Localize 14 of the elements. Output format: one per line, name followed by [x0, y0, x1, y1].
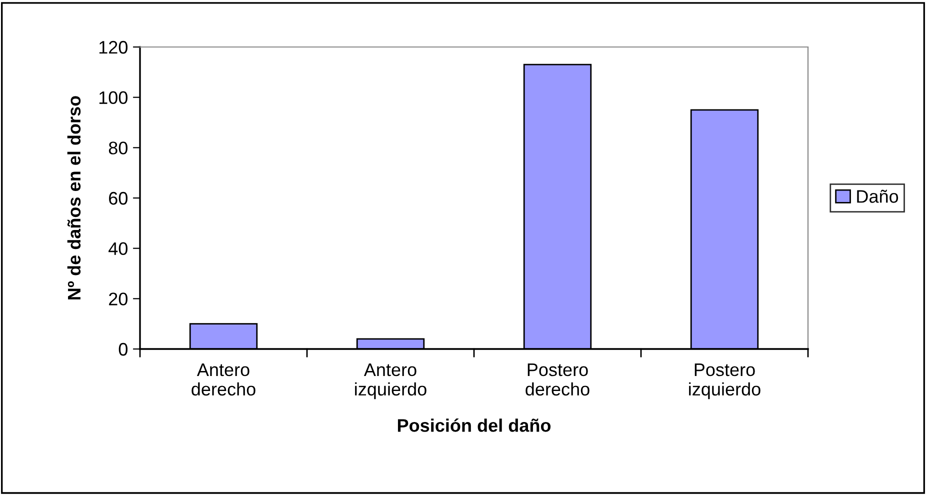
- y-tick-label: 0: [118, 342, 128, 356]
- y-tick-label: 60: [109, 192, 128, 205]
- y-axis-title: Nº de daños en el dorso: [67, 96, 81, 300]
- y-tick-label: 100: [99, 91, 128, 104]
- legend-label: Daño: [857, 190, 898, 203]
- y-tick-label: 120: [99, 40, 128, 54]
- x-tick-label: Postero izquierdo: [689, 364, 760, 400]
- y-tick-label: 20: [109, 292, 128, 306]
- x-tick-label: Antero derecho: [192, 364, 256, 396]
- x-tick-label: Antero izquierdo: [355, 364, 426, 400]
- x-axis-title: Posición del daño: [398, 418, 551, 432]
- x-tick-label: Postero derecho: [526, 364, 590, 396]
- y-tick-label: 80: [108, 142, 128, 154]
- y-tick-label: 40: [108, 242, 128, 256]
